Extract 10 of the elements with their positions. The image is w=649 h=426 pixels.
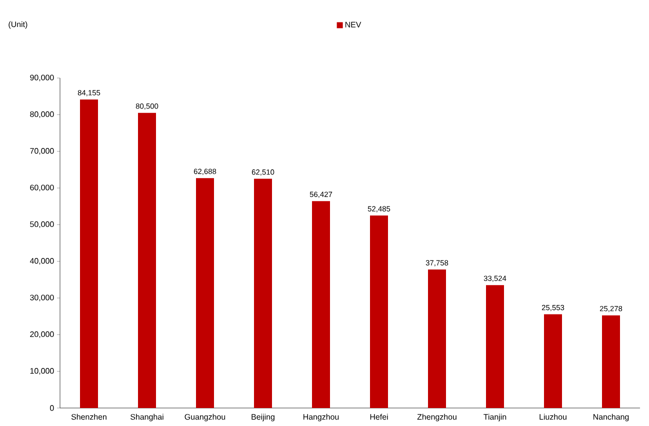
bar: [428, 270, 446, 408]
bar: [80, 99, 98, 408]
bar: [312, 201, 330, 408]
bar: [486, 285, 504, 408]
bar: [254, 178, 272, 408]
bar: [138, 112, 156, 408]
bar: [544, 314, 562, 408]
bar: [370, 216, 388, 408]
bar: [196, 178, 214, 408]
bar: [602, 315, 620, 408]
